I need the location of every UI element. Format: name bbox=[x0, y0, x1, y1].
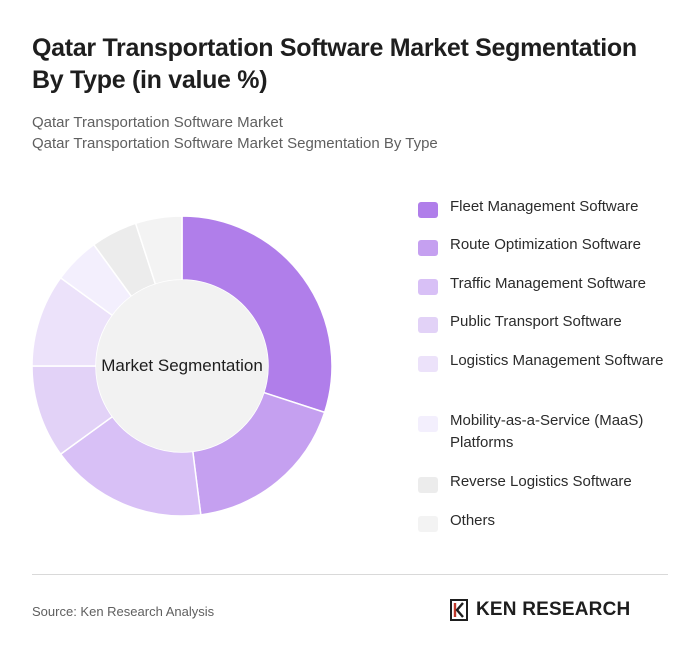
legend-label: Others bbox=[450, 512, 496, 529]
source-note: Source: Ken Research Analysis bbox=[32, 604, 215, 619]
legend-swatch bbox=[418, 356, 438, 372]
chart-title: Qatar Transportation Software Market Seg… bbox=[32, 34, 637, 94]
legend-label: Traffic Management Software bbox=[450, 275, 646, 292]
legend-item: Logistics Management Software bbox=[418, 350, 688, 372]
legend-swatch bbox=[418, 317, 438, 333]
legend-label: Fleet Management Software bbox=[450, 198, 639, 215]
legend-item: Reverse Logistics Software bbox=[418, 471, 688, 493]
legend-item: Route Optimization Software bbox=[418, 234, 688, 256]
legend-label: Route Optimization Software bbox=[450, 236, 641, 253]
legend-swatch bbox=[418, 416, 438, 432]
brand-logo: KEN RESEARCH bbox=[448, 598, 630, 622]
ken-research-logo-icon bbox=[450, 599, 468, 621]
legend-swatch bbox=[418, 477, 438, 493]
legend-label: Public Transport Software bbox=[450, 313, 622, 330]
legend-item: Fleet Management Software bbox=[418, 196, 688, 218]
brand-name: KEN RESEARCH bbox=[476, 599, 631, 620]
legend-item: Others bbox=[418, 510, 688, 532]
legend-item: Mobility-as-a-Service (MaaS) Platforms bbox=[418, 410, 688, 454]
donut-hole bbox=[96, 280, 268, 452]
chart-subtitle-segmentation: Qatar Transportation Software Market Seg… bbox=[32, 135, 438, 152]
footer-divider bbox=[32, 574, 668, 575]
legend-swatch bbox=[418, 516, 438, 532]
legend-swatch bbox=[418, 202, 438, 218]
legend-swatch bbox=[418, 240, 438, 256]
legend-label: Mobility-as-a-Service (MaaS) Platforms bbox=[450, 412, 644, 451]
donut-chart bbox=[31, 215, 333, 517]
legend-item: Traffic Management Software bbox=[418, 273, 688, 295]
legend-swatch bbox=[418, 279, 438, 295]
legend-item: Public Transport Software bbox=[418, 311, 688, 333]
legend-label: Logistics Management Software bbox=[450, 352, 664, 369]
chart-subtitle-market: Qatar Transportation Software Market bbox=[32, 114, 283, 131]
legend-label: Reverse Logistics Software bbox=[450, 473, 632, 490]
